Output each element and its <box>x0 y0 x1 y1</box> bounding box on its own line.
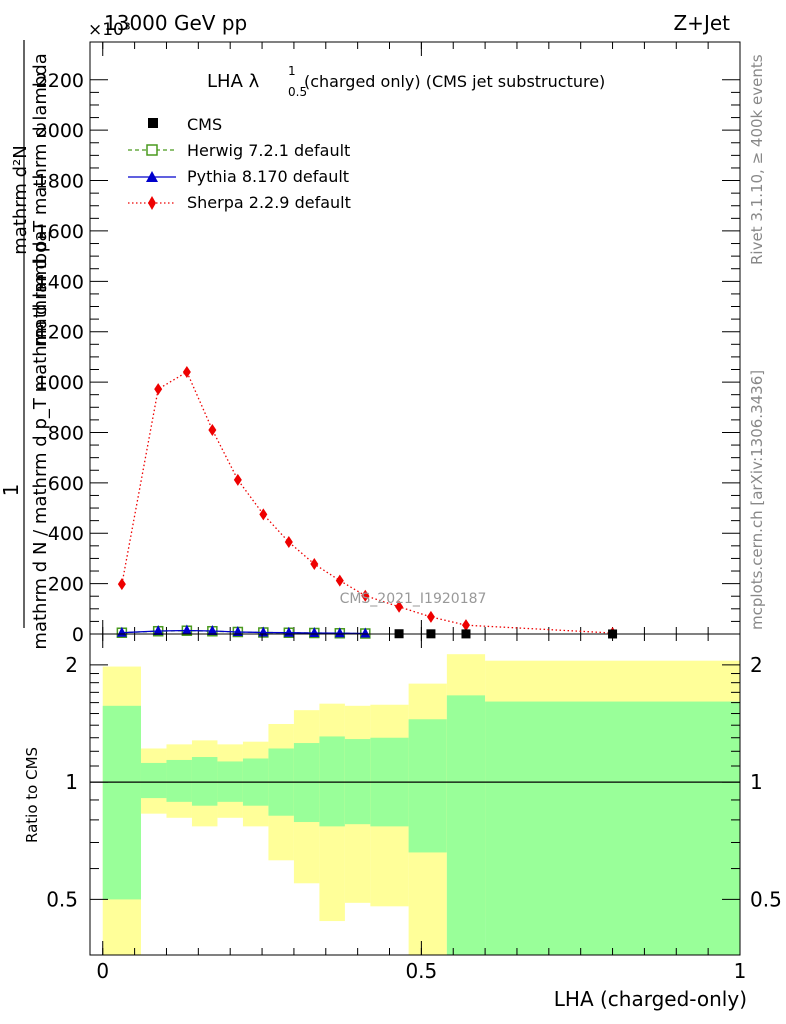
ratio-plot: 0.5 0.5 1 1 2 2 0 0.5 1 Ratio to CMS LHA (charge… <box>23 633 782 1011</box>
ratio-xtick-label: 0 <box>96 959 109 983</box>
ratio-band-green <box>485 701 740 955</box>
ratio-band-green <box>166 759 192 802</box>
series-line-sherpa <box>121 371 613 634</box>
point-sherpa <box>154 383 163 396</box>
legend-marker-herwig <box>146 144 158 156</box>
main-y-label: mathrm d²N mathrm d p_T mathrm d lambda … <box>0 40 51 650</box>
ratio-band-green <box>191 757 218 806</box>
ratio-xtick-label: 0.5 <box>405 959 437 983</box>
ratio-ticks: 0.5 0.5 1 1 2 2 0 0.5 1 <box>46 634 782 983</box>
ratio-ytick-label-right: 2 <box>750 653 763 677</box>
ratio-band-green <box>319 736 345 827</box>
ratio-ytick-label: 2 <box>65 653 78 677</box>
point-pythia <box>232 625 243 636</box>
main-ytick-label: 1600 <box>36 221 84 243</box>
header-energy: 13000 GeV pp <box>104 11 247 35</box>
main-ytick-label: 800 <box>48 422 84 444</box>
legend-entry-pythia: Pythia 8.170 default <box>128 167 349 186</box>
point-sherpa <box>310 557 319 570</box>
ratio-xlabel: LHA (charged-only) <box>554 987 747 1011</box>
legend-entry-cms: CMS <box>148 115 222 134</box>
main-title: LHA λ 1 0.5 (charged only) (CMS jet subs… <box>207 64 605 99</box>
title-sup: 1 <box>288 64 296 78</box>
title-rest: (charged only) (CMS jet substructure) <box>304 72 605 91</box>
main-ytick-label: 2200 <box>36 70 84 92</box>
ratio-frame <box>89 633 741 956</box>
point-pythia <box>207 624 218 635</box>
ratio-xtick-label: 1 <box>734 959 747 983</box>
ratio-ytick-label: 1 <box>65 770 78 794</box>
ratio-bands <box>102 654 740 955</box>
ratio-band-green <box>408 719 447 853</box>
ratio-ylabel: Ratio to CMS <box>23 747 41 843</box>
ylabel-one: 1 <box>0 484 23 497</box>
header-process: Z+Jet <box>673 11 730 35</box>
point-sherpa <box>259 508 268 521</box>
legend-marker-pythia <box>146 171 158 182</box>
ratio-ytick-label-right: 1 <box>750 770 763 794</box>
ylabel-bottom: mathrm d N / mathrm d p_T mathrm d lambd… <box>30 230 51 649</box>
point-sherpa <box>233 473 242 486</box>
analysis-watermark: CMS_2021_I1920187 <box>340 591 487 607</box>
legend: CMS Herwig 7.2.1 default Pythia 8.170 de… <box>128 115 351 212</box>
point-sherpa <box>117 578 126 591</box>
main-ytick-label: 1200 <box>36 322 84 344</box>
ylabel-denominator: mathrm d p_T mathrm d lambda <box>30 53 51 347</box>
ratio-ytick-label: 0.5 <box>46 887 78 911</box>
main-ytick-label: 1000 <box>36 372 84 394</box>
point-sherpa <box>461 619 470 632</box>
point-sherpa <box>361 589 370 602</box>
point-sherpa <box>426 610 435 623</box>
point-sherpa <box>335 574 344 587</box>
title-main: LHA λ <box>207 71 260 92</box>
ylabel-numerator: mathrm d²N <box>10 145 31 254</box>
main-ytick-label: 400 <box>48 523 84 545</box>
legend-label-cms: CMS <box>187 115 222 134</box>
legend-marker-sherpa <box>148 196 156 210</box>
legend-label-pythia: Pythia 8.170 default <box>187 167 349 186</box>
series-line-pythia <box>121 629 366 635</box>
legend-entry-sherpa: Sherpa 2.2.9 default <box>128 193 351 212</box>
main-ytick-label: 600 <box>48 473 84 495</box>
ratio-band-green <box>140 762 167 799</box>
point-sherpa <box>182 366 191 379</box>
point-pythia <box>153 624 164 635</box>
point-pythia <box>334 627 345 638</box>
axis-exponent: ×10³ <box>88 20 131 40</box>
legend-marker-cms <box>148 118 158 128</box>
rivet-label: Rivet 3.1.10, ≥ 400k events <box>748 54 766 265</box>
main-series <box>116 366 618 639</box>
main-y-ticks: 0 200 400 600 800 1000 1200 1400 1600 1800 2000 220… <box>36 42 741 646</box>
title-sub: 0.5 <box>288 85 307 99</box>
point-sherpa <box>284 536 293 549</box>
mcplots-label: mcplots.cern.ch [arXiv:1306.3436] <box>748 370 766 630</box>
main-plot: 0 200 400 600 800 1000 1200 1400 1600 1800 2000 220… <box>0 40 741 650</box>
ratio-band-green <box>102 705 141 900</box>
point-pythia <box>181 624 192 635</box>
ratio-ytick-label-right: 0.5 <box>750 887 782 911</box>
ratio-band-green <box>446 695 486 955</box>
point-sherpa <box>395 600 404 613</box>
main-ytick-label: 200 <box>48 574 84 596</box>
point-sherpa <box>208 423 217 436</box>
legend-entry-herwig: Herwig 7.2.1 default <box>128 141 350 160</box>
legend-label-herwig: Herwig 7.2.1 default <box>187 141 350 160</box>
point-pythia <box>360 627 371 638</box>
main-ytick-label: 0 <box>72 624 84 646</box>
main-ytick-label: 2000 <box>36 120 84 142</box>
main-ytick-label: 1400 <box>36 271 84 293</box>
main-ytick-label: 1800 <box>36 171 84 193</box>
legend-label-sherpa: Sherpa 2.2.9 default <box>187 193 351 212</box>
